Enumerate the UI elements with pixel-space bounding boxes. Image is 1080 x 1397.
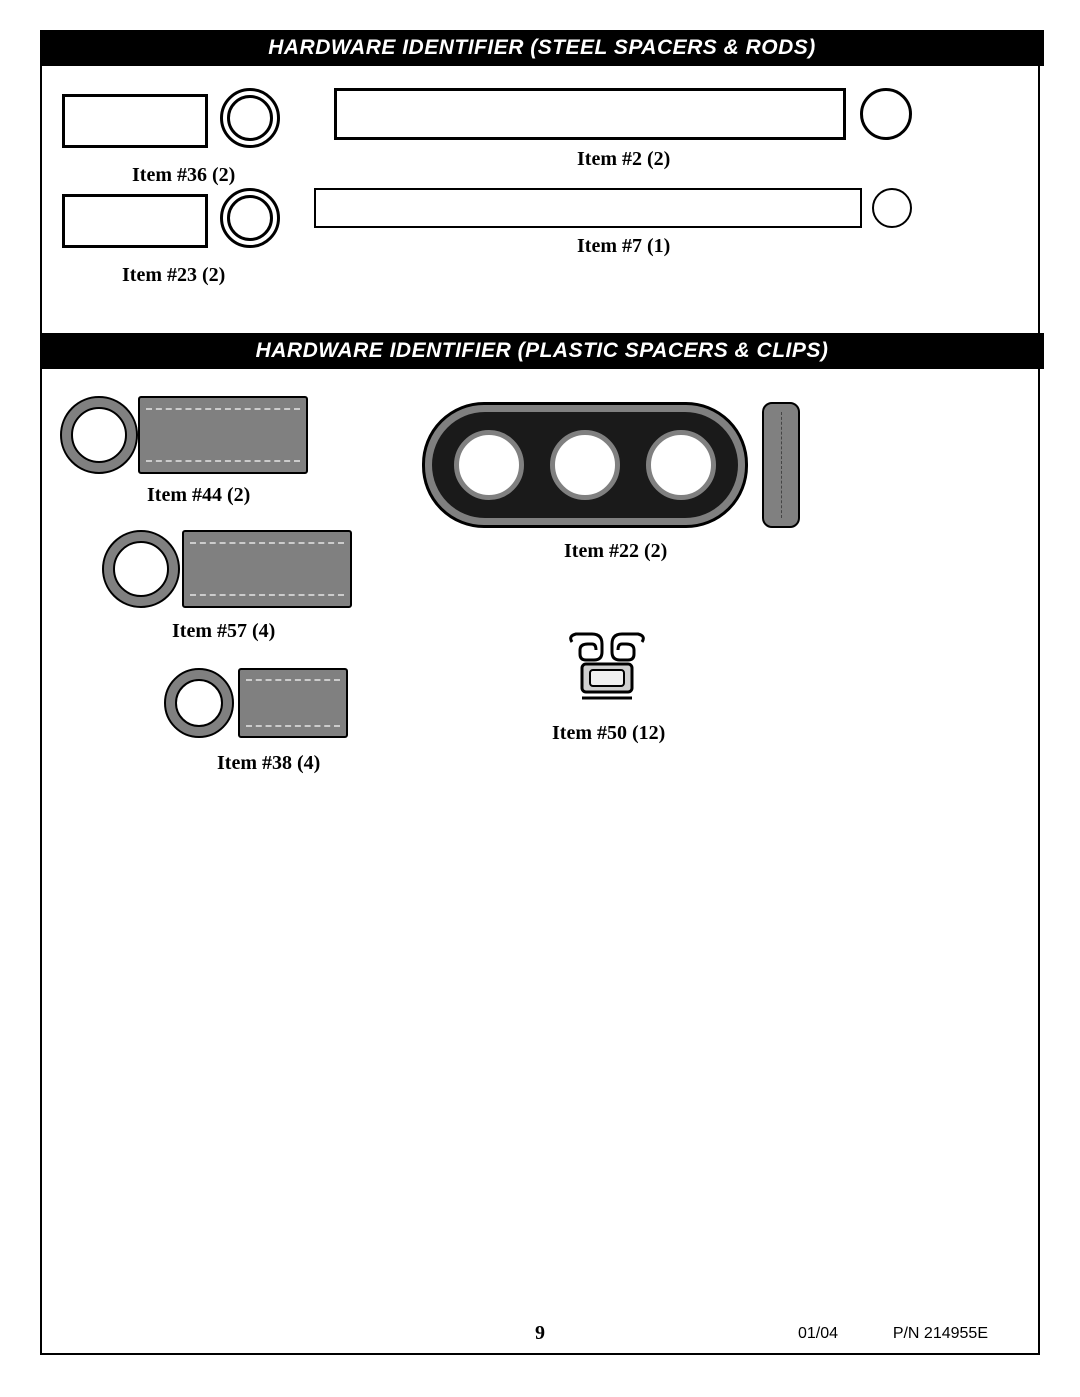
item7-rect [314,188,862,228]
item57-tube [182,530,352,608]
item22-clip [422,402,748,528]
item36-ring [220,88,280,148]
item23-label: Item #23 (2) [122,264,225,287]
item38-ring [164,668,234,738]
footer-date: 01/04 [798,1325,838,1343]
item44-tube [138,396,308,474]
item23-rect [62,194,208,248]
item57-ring [102,530,180,608]
item36-label: Item #36 (2) [132,164,235,187]
item7-label: Item #7 (1) [577,235,670,258]
item22-label: Item #22 (2) [564,540,667,563]
page-number: 9 [535,1322,545,1345]
item2-rect [334,88,846,140]
item23-ring [220,188,280,248]
footer-part-number: P/N 214955E [893,1325,988,1343]
item22-side [762,402,800,528]
item38-label: Item #38 (4) [217,752,320,775]
item44-label: Item #44 (2) [147,484,250,507]
item50-label: Item #50 (12) [552,722,665,745]
item57-label: Item #57 (4) [172,620,275,643]
item44-ring [60,396,138,474]
item38-tube [238,668,348,738]
item2-circle [860,88,912,140]
item7-circle [872,188,912,228]
page-border: HARDWARE IDENTIFIER (STEEL SPACERS & ROD… [40,30,1040,1355]
item50-clip [562,630,652,710]
item36-rect [62,94,208,148]
plastic-section: Item #44 (2) Item #57 (4) Item #38 (4) I… [42,372,1042,972]
section-header-steel: HARDWARE IDENTIFIER (STEEL SPACERS & ROD… [40,30,1044,66]
steel-section: Item #36 (2) Item #23 (2) Item #2 (2) It… [42,70,1042,330]
item2-label: Item #2 (2) [577,148,670,171]
section-header-plastic: HARDWARE IDENTIFIER (PLASTIC SPACERS & C… [40,333,1044,369]
